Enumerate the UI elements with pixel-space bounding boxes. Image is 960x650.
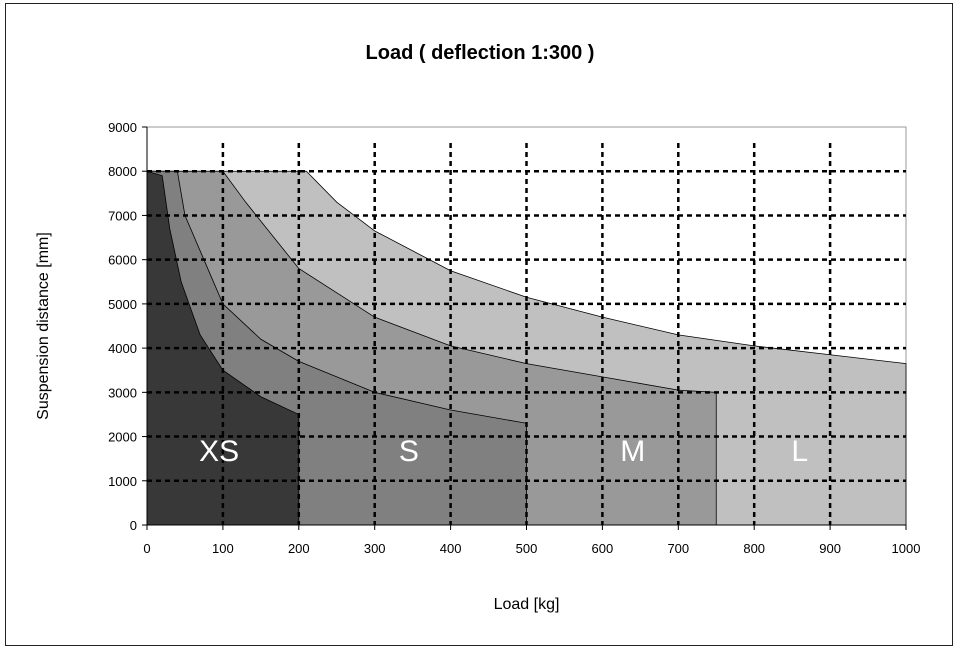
y-tick-label-8000: 8000: [108, 164, 137, 179]
x-tick-label-900: 900: [819, 541, 841, 556]
size-label-m: M: [620, 435, 645, 468]
x-tick-label-300: 300: [364, 541, 386, 556]
x-axis-title: Load [kg]: [494, 596, 560, 613]
y-tick-label-6000: 6000: [108, 253, 137, 268]
y-axis-title: Suspension distance [mm]: [35, 232, 52, 420]
y-tick-label-5000: 5000: [108, 297, 137, 312]
y-tick-label-1000: 1000: [108, 474, 137, 489]
chart-title: Load ( deflection 1:300 ): [365, 42, 595, 64]
x-tick-label-800: 800: [743, 541, 765, 556]
size-label-l: L: [791, 435, 808, 468]
y-tick-label-0: 0: [130, 518, 137, 533]
x-tick-label-0: 0: [143, 541, 150, 556]
y-tick-label-9000: 9000: [108, 120, 137, 135]
y-tick-label-4000: 4000: [108, 341, 137, 356]
x-tick-label-500: 500: [516, 541, 538, 556]
x-tick-label-400: 400: [440, 541, 462, 556]
x-tick-label-700: 700: [667, 541, 689, 556]
y-tick-label-7000: 7000: [108, 208, 137, 223]
x-tick-label-1000: 1000: [892, 541, 921, 556]
y-tick-label-2000: 2000: [108, 430, 137, 445]
x-tick-label-100: 100: [212, 541, 234, 556]
size-label-xs: XS: [199, 435, 239, 468]
y-tick-label-3000: 3000: [108, 385, 137, 400]
x-tick-label-200: 200: [288, 541, 310, 556]
x-tick-label-600: 600: [592, 541, 614, 556]
size-label-s: S: [399, 435, 419, 468]
